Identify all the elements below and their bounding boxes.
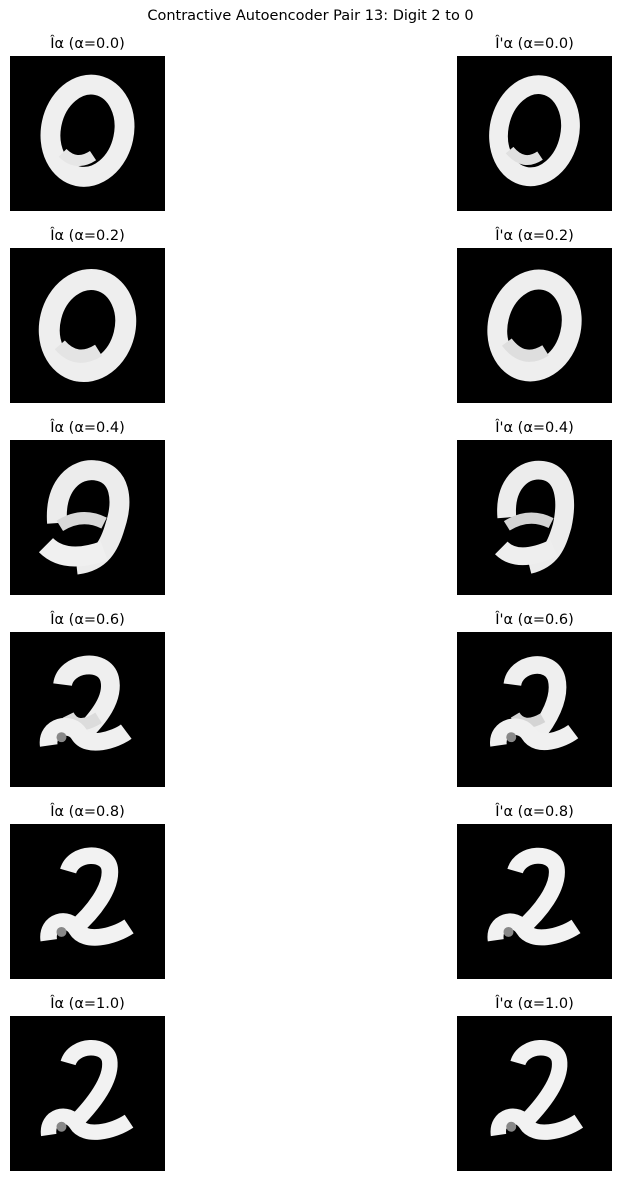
digit-image (457, 824, 612, 979)
panel-reconstruction-prime: Î'α (α=1.0) (457, 994, 612, 1171)
panel-title: Î'α (α=0.2) (495, 228, 574, 244)
panel-reconstruction: Îα (α=0.0) (10, 34, 165, 211)
digit-image (10, 824, 165, 979)
panel-reconstruction-prime: Î'α (α=0.2) (457, 226, 612, 403)
panel-title: Î'α (α=0.4) (495, 420, 574, 436)
digit-image (10, 248, 165, 403)
digit-image (457, 440, 612, 595)
panel-title: Î'α (α=0.8) (495, 804, 574, 820)
figure-title: Contractive Autoencoder Pair 13: Digit 2… (147, 8, 474, 24)
panel-title: Îα (α=0.2) (50, 228, 125, 244)
panel-reconstruction-prime: Î'α (α=0.8) (457, 802, 612, 979)
digit-image (457, 1016, 612, 1171)
panel-title: Îα (α=0.6) (50, 612, 125, 628)
digit-image (10, 440, 165, 595)
panel-title: Î'α (α=0.0) (495, 36, 574, 52)
panel-reconstruction-prime: Î'α (α=0.0) (457, 34, 612, 211)
panel-title: Î'α (α=0.6) (495, 612, 574, 628)
digit-image (10, 56, 165, 211)
digit-image (457, 56, 612, 211)
panel-reconstruction: Îα (α=1.0) (10, 994, 165, 1171)
panel-reconstruction: Îα (α=0.2) (10, 226, 165, 403)
panel-reconstruction: Îα (α=0.6) (10, 610, 165, 787)
panel-title: Îα (α=0.8) (50, 804, 125, 820)
panel-title: Îα (α=1.0) (50, 996, 125, 1012)
panel-reconstruction: Îα (α=0.4) (10, 418, 165, 595)
digit-image (10, 632, 165, 787)
digit-image (10, 1016, 165, 1171)
digit-image (457, 248, 612, 403)
panel-reconstruction: Îα (α=0.8) (10, 802, 165, 979)
panel-title: Î'α (α=1.0) (495, 996, 574, 1012)
panel-reconstruction-prime: Î'α (α=0.4) (457, 418, 612, 595)
panel-title: Îα (α=0.4) (50, 420, 125, 436)
panel-title: Îα (α=0.0) (50, 36, 125, 52)
panel-reconstruction-prime: Î'α (α=0.6) (457, 610, 612, 787)
digit-image (457, 632, 612, 787)
